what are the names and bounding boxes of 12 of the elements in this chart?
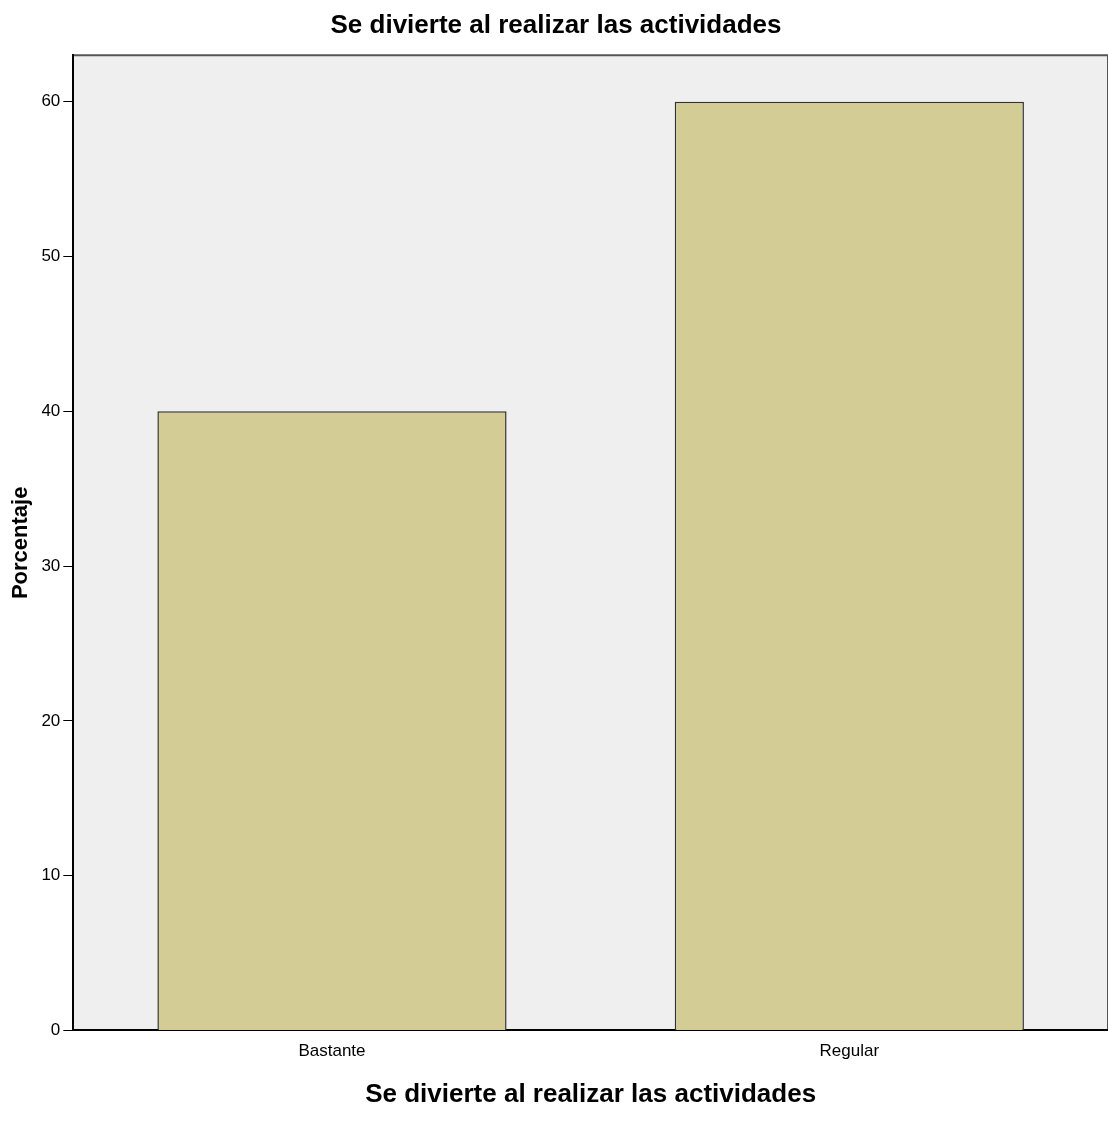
y-tick-label: 0	[50, 1020, 61, 1040]
y-tick-label: 30	[41, 555, 61, 575]
y-tick-label: 60	[41, 91, 61, 111]
x-tick-label: Bastante	[298, 1041, 366, 1061]
y-tick-label: 40	[41, 400, 61, 420]
x-axis-title: Se divierte al realizar las actividades	[365, 1077, 817, 1108]
y-tick-label: 50	[41, 246, 61, 266]
y-tick-label: 20	[41, 710, 61, 730]
chart-title: Se divierte al realizar las actividades	[330, 8, 782, 39]
y-tick-label: 10	[41, 865, 61, 885]
x-tick-label: Regular	[819, 1041, 880, 1061]
y-axis-title: Porcentaje	[7, 486, 33, 600]
